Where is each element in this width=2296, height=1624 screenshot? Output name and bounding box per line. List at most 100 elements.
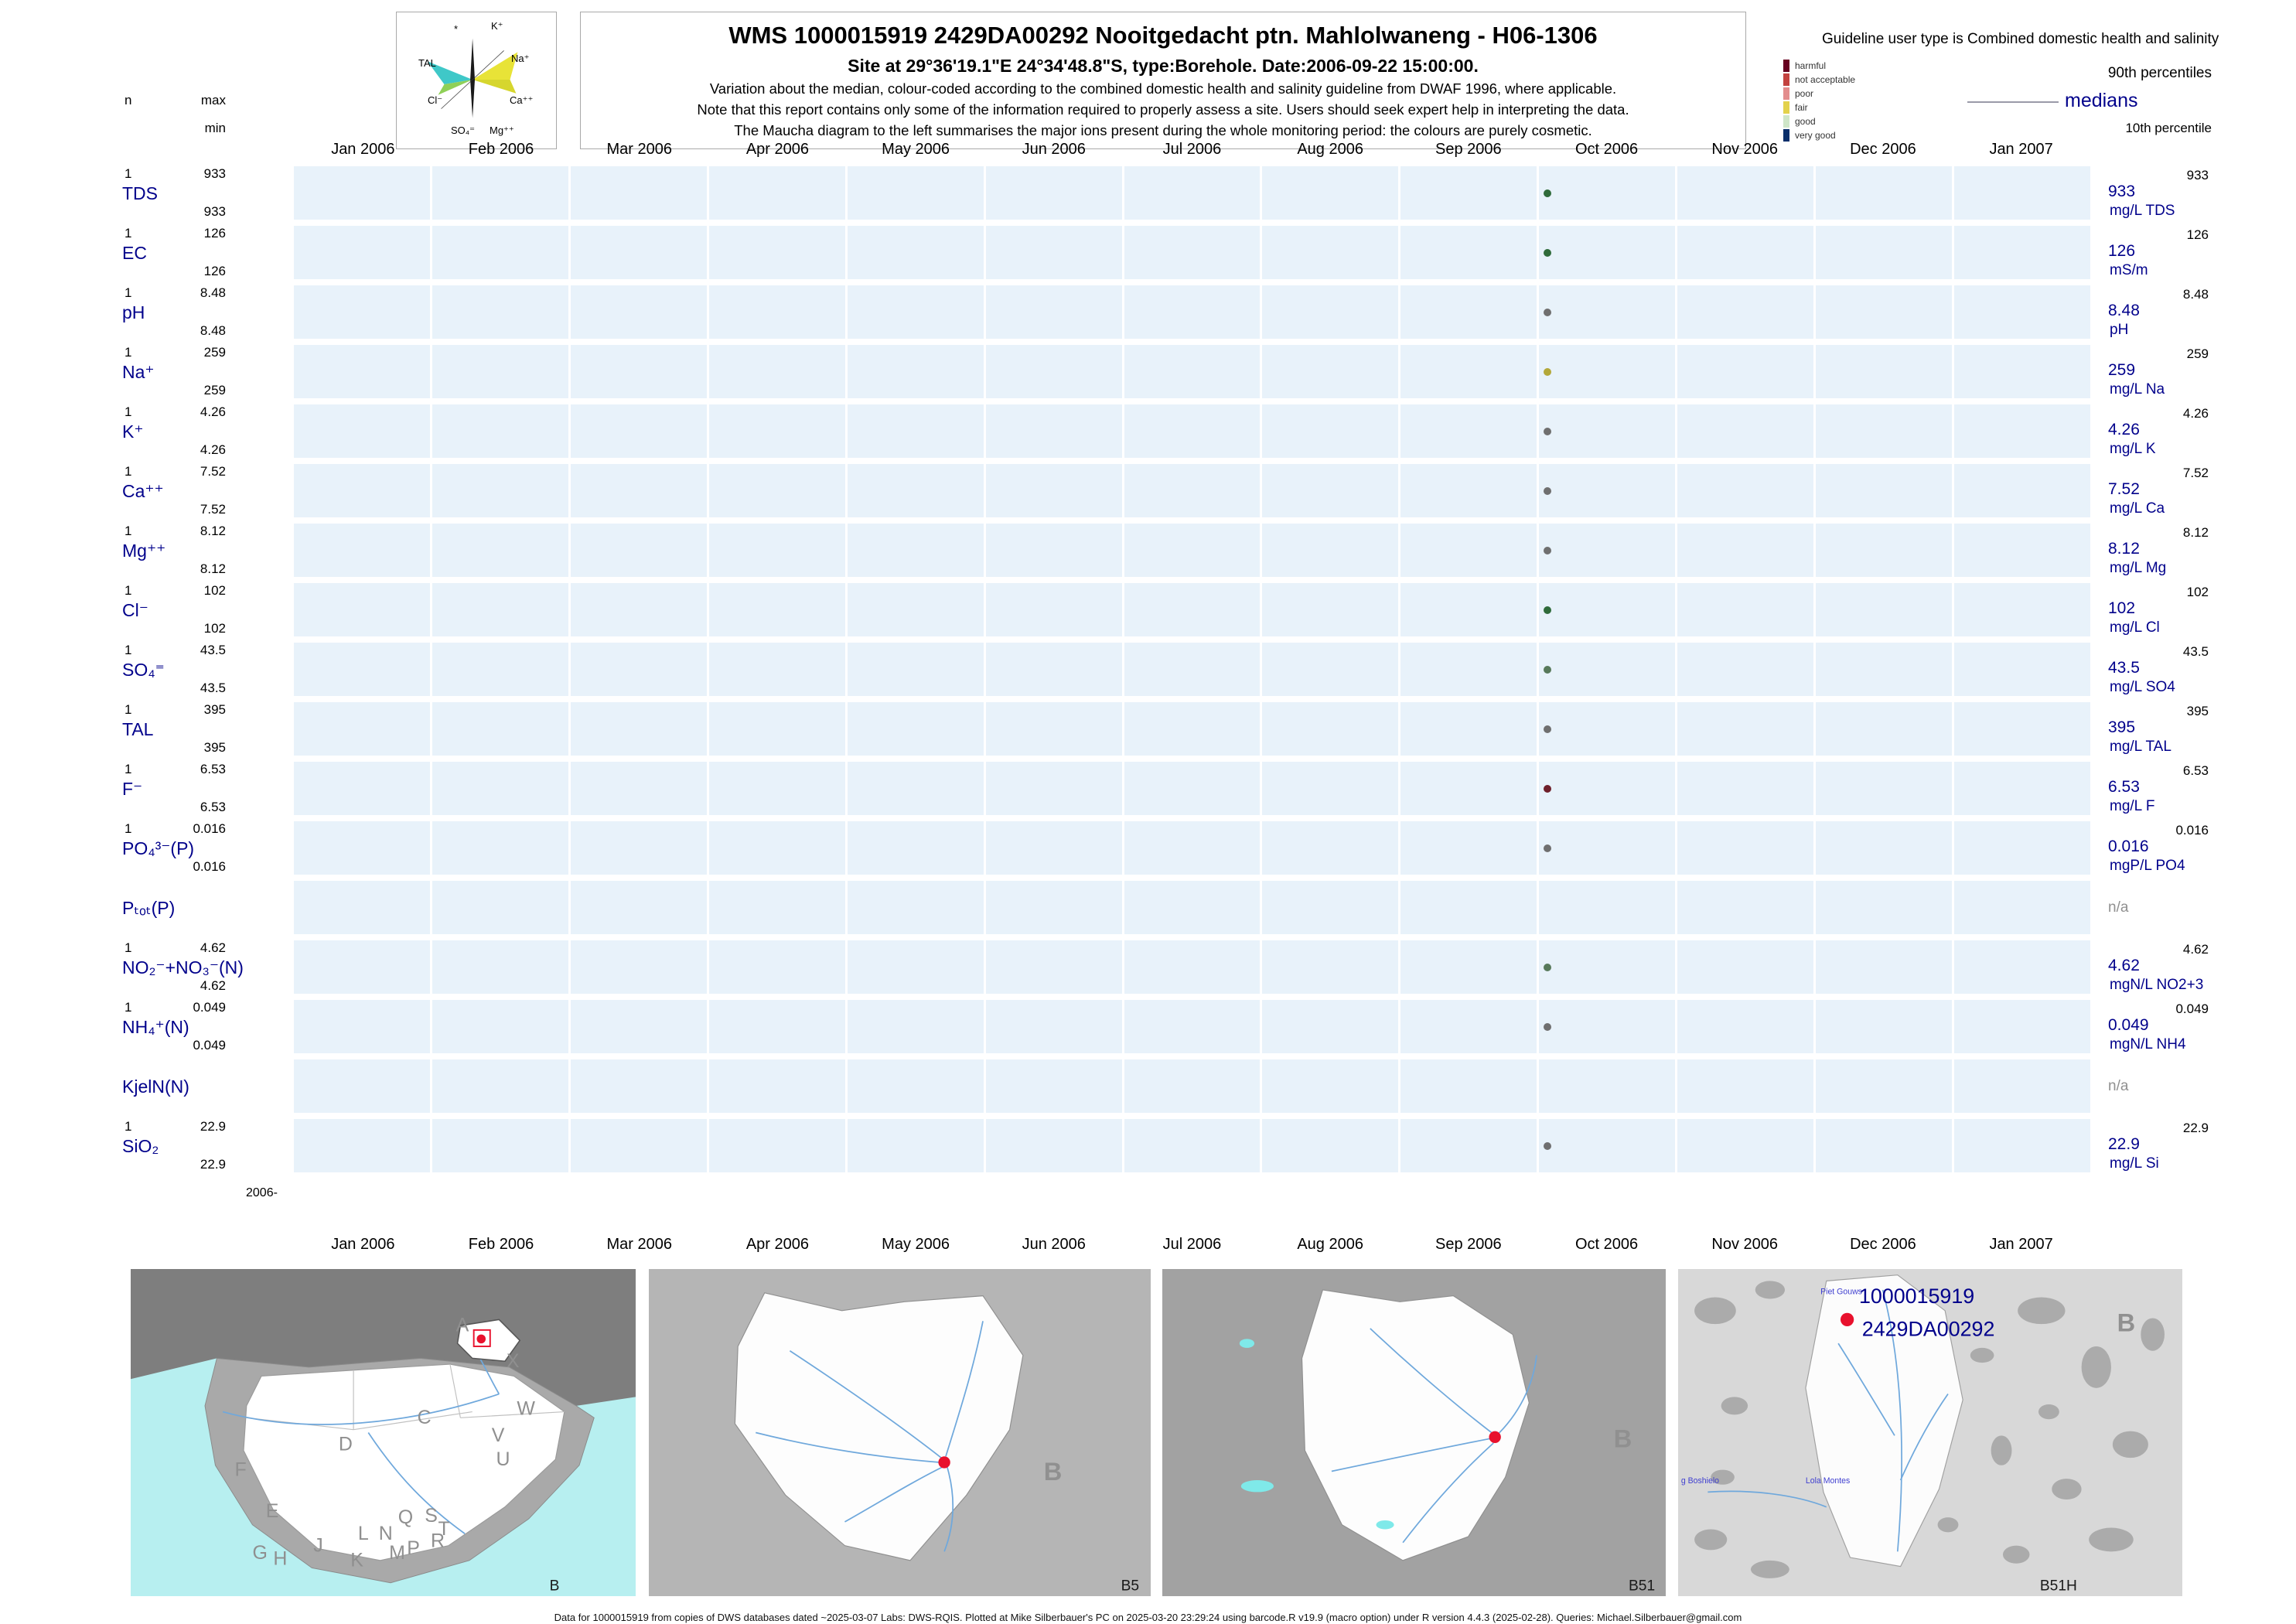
row-max-value: 8.48 <box>200 285 226 300</box>
row-median-value: 102 <box>2108 599 2136 617</box>
month-band <box>1400 643 1537 696</box>
guideline-class-swatch <box>1783 73 1789 86</box>
row-unit: mg/L Na <box>2110 381 2165 397</box>
row-90th-percentile: 395 <box>2186 704 2209 718</box>
sample-point[interactable] <box>1544 784 1552 793</box>
row-timeline <box>294 583 2090 636</box>
month-band <box>1539 702 1676 756</box>
map-quaternary-b51h[interactable]: Piet Gouws g Boshielo Lola Montes 100001… <box>1678 1269 2182 1596</box>
month-band <box>294 821 430 875</box>
row-median-value: 933 <box>2108 183 2136 200</box>
month-band <box>1262 464 1399 517</box>
drainage-region-letter: P <box>407 1537 420 1559</box>
row-90th-percentile: 0.016 <box>2175 823 2209 838</box>
month-band <box>1539 285 1676 339</box>
month-band <box>1816 1119 1953 1172</box>
note-variation: Variation about the median, colour-coded… <box>709 80 1617 97</box>
month-band <box>1816 1059 1953 1113</box>
parameter-row: 1 22.9 SiO₂ 22.9 22.9 22.9 mg/L Si <box>0 1116 2296 1175</box>
drainage-region-letter: V <box>492 1424 505 1446</box>
parameter-label: K⁺ <box>122 421 144 442</box>
maucha-ion-label: SO₄⁼ <box>451 125 475 136</box>
month-band <box>432 583 568 636</box>
map-secondary-b51[interactable]: B B51 <box>1162 1269 1666 1596</box>
month-band <box>570 762 707 815</box>
month-band <box>1262 702 1399 756</box>
row-timeline <box>294 881 2090 934</box>
row-median-value: 259 <box>2108 361 2136 379</box>
site-marker[interactable] <box>476 1334 486 1344</box>
site-marker[interactable] <box>938 1456 950 1469</box>
month-band <box>1400 940 1537 994</box>
map-primary-b5[interactable]: B B5 <box>649 1269 1151 1596</box>
row-min-value: 0.016 <box>193 859 226 874</box>
parameter-row: 1 4.62 NO₂⁻+NO₃⁻(N) 4.62 4.62 4.62 mgN/L… <box>0 937 2296 997</box>
sample-point[interactable] <box>1544 367 1552 376</box>
footer-note: Data for 1000015919 from copies of DWS d… <box>554 1612 1742 1623</box>
month-band <box>1124 1059 1261 1113</box>
month-band <box>1124 643 1261 696</box>
map-panel-label: B51 <box>1629 1578 1655 1594</box>
month-band <box>1400 166 1537 220</box>
maucha-ion-label: Cl⁻ <box>428 94 443 106</box>
parameter-label: NH₄⁺(N) <box>122 1017 189 1037</box>
month-band <box>1262 881 1399 934</box>
site-marker[interactable] <box>1840 1312 1854 1327</box>
sample-point[interactable] <box>1544 248 1552 257</box>
sample-point[interactable] <box>1544 308 1552 316</box>
row-unit: pH <box>2110 322 2129 338</box>
place-label: Lola Montes <box>1806 1476 1850 1486</box>
sample-point[interactable] <box>1544 844 1552 852</box>
row-min-value: 8.12 <box>200 561 226 576</box>
parameter-label: F⁻ <box>122 779 143 799</box>
sample-point[interactable] <box>1544 606 1552 614</box>
month-band <box>294 404 430 458</box>
sample-point[interactable] <box>1544 546 1552 554</box>
row-max-value: 259 <box>203 345 226 360</box>
row-max-value: 6.53 <box>200 762 226 776</box>
row-no-data: n/a <box>2108 899 2129 916</box>
map-b5-svg: B B5 <box>649 1269 1151 1596</box>
month-band <box>985 881 1122 934</box>
month-band <box>432 762 568 815</box>
month-band <box>1954 1059 2090 1113</box>
guideline-class-scale: harmful not acceptable poor fair good very go… <box>1783 59 1855 142</box>
month-tick-label: Dec 2006 <box>1850 141 1916 158</box>
month-band <box>1262 226 1399 279</box>
month-band <box>1539 524 1676 577</box>
sample-point[interactable] <box>1544 1141 1552 1150</box>
sample-point[interactable] <box>1544 1022 1552 1031</box>
month-band <box>1262 285 1399 339</box>
row-max-value: 8.12 <box>200 524 226 538</box>
month-tick-label: May 2006 <box>882 141 950 158</box>
sample-point[interactable] <box>1544 427 1552 435</box>
month-band <box>985 1000 1122 1053</box>
month-band <box>1124 285 1261 339</box>
month-band <box>570 583 707 636</box>
month-band <box>1816 762 1953 815</box>
month-band <box>1954 464 2090 517</box>
row-timeline <box>294 524 2090 577</box>
month-band <box>1677 643 1814 696</box>
sample-point[interactable] <box>1544 665 1552 674</box>
month-band <box>1262 1059 1399 1113</box>
site-marker[interactable] <box>1489 1431 1501 1443</box>
sample-point[interactable] <box>1544 725 1552 733</box>
map-panel-label: B51H <box>2040 1578 2077 1594</box>
map-b51h-svg: Piet Gouws g Boshielo Lola Montes 100001… <box>1678 1269 2182 1596</box>
sample-point[interactable] <box>1544 963 1552 971</box>
map-panel-label: B5 <box>1121 1578 1139 1594</box>
parameter-label: pH <box>122 302 145 322</box>
parameter-row: 1 102 Cl⁻ 102 102 102 mg/L Cl <box>0 580 2296 640</box>
sample-point[interactable] <box>1544 189 1552 197</box>
dam <box>1376 1520 1394 1530</box>
month-band <box>432 285 568 339</box>
river <box>1331 1438 1491 1472</box>
sample-point[interactable] <box>1544 486 1552 495</box>
parameter-label: Ca⁺⁺ <box>122 481 164 501</box>
row-min-value: 259 <box>203 383 226 397</box>
month-band <box>1677 821 1814 875</box>
row-unit: mg/L Cl <box>2110 619 2160 636</box>
row-sample-count: 1 <box>125 1119 132 1134</box>
